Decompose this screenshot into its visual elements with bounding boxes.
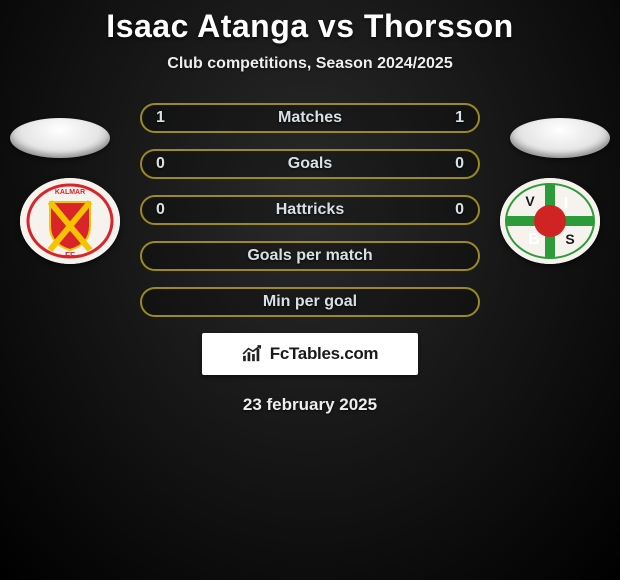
stat-left-value: 1 xyxy=(156,109,165,127)
stat-right-value: 0 xyxy=(455,155,464,173)
stat-label: Hattricks xyxy=(276,201,344,219)
branding-text: FcTables.com xyxy=(270,344,379,364)
stat-label: Min per goal xyxy=(263,293,357,311)
page-subtitle: Club competitions, Season 2024/2025 xyxy=(0,55,620,73)
branding-link[interactable]: FcTables.com xyxy=(202,333,418,375)
stat-row: Min per goal xyxy=(140,287,480,317)
stat-label: Goals per match xyxy=(247,247,372,265)
stat-right-value: 1 xyxy=(455,109,464,127)
comparison-card: Isaac Atanga vs Thorsson Club competitio… xyxy=(0,0,620,580)
stat-row: 0 Goals 0 xyxy=(140,149,480,179)
stats-container: 1 Matches 1 0 Goals 0 0 Hattricks 0 Goal… xyxy=(0,103,620,317)
stat-label: Goals xyxy=(288,155,332,173)
bar-chart-icon xyxy=(242,345,264,363)
stat-right-value: 0 xyxy=(455,201,464,219)
stat-left-value: 0 xyxy=(156,155,165,173)
stat-row: 0 Hattricks 0 xyxy=(140,195,480,225)
comparison-date: 23 february 2025 xyxy=(0,395,620,415)
stat-label: Matches xyxy=(278,109,342,127)
stat-row: 1 Matches 1 xyxy=(140,103,480,133)
stat-row: Goals per match xyxy=(140,241,480,271)
page-title: Isaac Atanga vs Thorsson xyxy=(0,8,620,45)
stat-left-value: 0 xyxy=(156,201,165,219)
